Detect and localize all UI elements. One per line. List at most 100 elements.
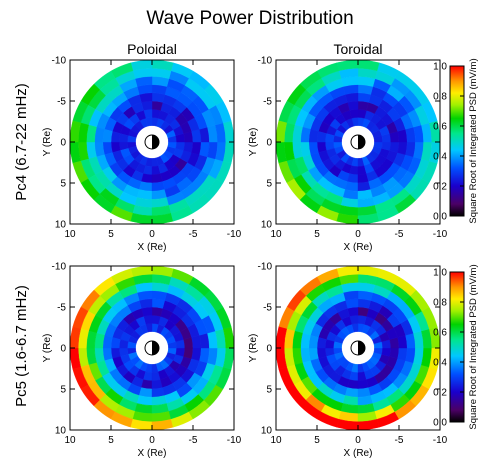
x-tick-label: 0 <box>355 229 361 240</box>
heatmap-cell <box>102 129 113 143</box>
x-tick-label: -5 <box>395 435 404 446</box>
x-tick-label: -10 <box>227 435 242 446</box>
heatmap-cell <box>389 347 400 359</box>
colorbar-tick-label: 0.6 <box>433 328 447 339</box>
y-axis-label: Y (Re) <box>42 128 53 157</box>
heatmap-cell <box>345 387 359 398</box>
column-title-toroidal: Toroidal <box>333 41 382 57</box>
colorbar-tick-label: 0.0 <box>433 212 447 223</box>
panel-pc5-toroidal: 10 5 0 -5 -10 -10 -5 0 5 10 X (Re) Y (Re) <box>248 262 448 460</box>
y-tick-label: -10 <box>258 56 273 67</box>
earth-night-side <box>152 341 159 355</box>
y-axis-label: Y (Re) <box>248 128 259 157</box>
heatmap-cell <box>141 379 153 390</box>
y-tick-label: 0 <box>60 138 66 149</box>
x-axis-label: X (Re) <box>344 448 373 459</box>
panel-pc5-poloidal: 10 5 0 -5 -10 -10 -5 0 5 10 X (Re) Y (Re) <box>42 262 242 460</box>
y-tick-label: 5 <box>60 385 66 396</box>
heatmap-cell <box>183 141 194 153</box>
heatmap-cell <box>397 347 408 361</box>
row-title-pc4: Pc4 (6.7-22 mHz) <box>13 83 30 201</box>
colorbar-label: Square Root of Integrated PSD (mV/m) <box>468 264 479 429</box>
colorbar-tick-label: 1.0 <box>433 268 447 279</box>
colorbar-gradient <box>449 65 465 217</box>
earth-night-side <box>358 135 365 149</box>
heatmap-cell <box>110 131 121 143</box>
y-tick-label: -10 <box>52 56 67 67</box>
y-tick-label: -5 <box>263 303 272 314</box>
colorbars-group: 0.0 0.2 0.4 0.6 0.8 1.0 Square Root of Integra… <box>433 58 479 429</box>
x-tick-label: 10 <box>64 435 76 446</box>
row-title-pc5: Pc5 (1.6-6.7 mHz) <box>13 285 30 407</box>
heatmap-cell <box>347 379 359 390</box>
colorbar-tick-label: 0.8 <box>433 298 447 309</box>
y-tick-label: 10 <box>55 426 67 437</box>
y-axis-label: Y (Re) <box>42 334 53 363</box>
heatmap-cell <box>151 298 165 309</box>
colorbar-tick-label: 0.4 <box>433 152 447 163</box>
heatmap-cell <box>191 141 202 155</box>
panel-pc4-poloidal: 10 5 0 -5 -10 -10 -5 0 5 10 X (Re) Y (Re) <box>42 56 242 254</box>
heatmap-cell <box>191 347 202 361</box>
y-tick-label: 0 <box>266 138 272 149</box>
x-tick-label: 10 <box>270 229 282 240</box>
colorbar-tick-label: 0.2 <box>433 388 447 399</box>
heatmap-cell <box>316 337 327 349</box>
x-tick-label: -10 <box>433 435 448 446</box>
colorbar-pc5: 0.0 0.2 0.4 0.6 0.8 1.0 Square Root of Integra… <box>433 264 479 429</box>
x-tick-label: 5 <box>108 229 114 240</box>
x-tick-label: 5 <box>314 435 320 446</box>
x-tick-label: 0 <box>149 229 155 240</box>
x-tick-label: -5 <box>395 229 404 240</box>
earth-night-side <box>152 135 159 149</box>
heatmap-cell <box>308 129 319 143</box>
colorbar-tick-label: 0.2 <box>433 182 447 193</box>
colorbar-pc4: 0.0 0.2 0.4 0.6 0.8 1.0 Square Root of Integra… <box>433 58 479 223</box>
x-tick-label: 5 <box>108 435 114 446</box>
heatmap-cell <box>151 306 163 317</box>
heatmap-cell <box>397 141 408 155</box>
x-axis-label: X (Re) <box>344 242 373 253</box>
x-axis-label: X (Re) <box>138 448 167 459</box>
x-tick-label: 0 <box>149 435 155 446</box>
heatmap-cell <box>357 306 369 317</box>
y-tick-label: 10 <box>55 220 67 231</box>
x-tick-label: 10 <box>270 435 282 446</box>
y-tick-label: 10 <box>261 426 273 437</box>
y-tick-label: -10 <box>52 262 67 273</box>
panels-group: 10 5 0 -5 -10 -10 -5 0 5 10 X (Re) Y (Re) 10 5 0 -5 -10 -… <box>42 56 448 460</box>
colorbar-tick-label: 0.8 <box>433 92 447 103</box>
x-tick-label: 5 <box>314 229 320 240</box>
y-tick-label: 0 <box>266 344 272 355</box>
y-tick-label: 5 <box>266 385 272 396</box>
y-tick-label: -5 <box>263 97 272 108</box>
heatmap-cell <box>357 298 371 309</box>
y-tick-label: 5 <box>266 179 272 190</box>
x-tick-label: 0 <box>355 435 361 446</box>
heatmap-cell <box>139 387 153 398</box>
colorbar-tick-label: 0.0 <box>433 418 447 429</box>
heatmap-cell <box>102 335 113 349</box>
x-tick-label: -5 <box>189 435 198 446</box>
column-title-poloidal: Poloidal <box>127 41 177 57</box>
x-tick-label: -10 <box>433 229 448 240</box>
heatmap-cell <box>151 100 163 111</box>
x-tick-label: 10 <box>64 229 76 240</box>
colorbar-tick-label: 0.6 <box>433 122 447 133</box>
colorbar-tick-label: 1.0 <box>433 62 447 73</box>
colorbar-tick-label: 0.4 <box>433 358 447 369</box>
heatmap-cell <box>316 131 327 143</box>
y-tick-label: 10 <box>261 220 273 231</box>
x-tick-label: -5 <box>189 229 198 240</box>
y-tick-label: 0 <box>60 344 66 355</box>
heatmap-cell <box>151 92 165 103</box>
panel-pc4-toroidal: 10 5 0 -5 -10 -10 -5 0 5 10 X (Re) Y (Re) <box>248 56 448 254</box>
heatmap-cell <box>308 335 319 349</box>
earth-night-side <box>358 341 365 355</box>
heatmap-cell <box>389 141 400 153</box>
heatmap-cell <box>345 181 359 192</box>
heatmap-cell <box>110 337 121 349</box>
heatmap-cell <box>347 173 359 184</box>
